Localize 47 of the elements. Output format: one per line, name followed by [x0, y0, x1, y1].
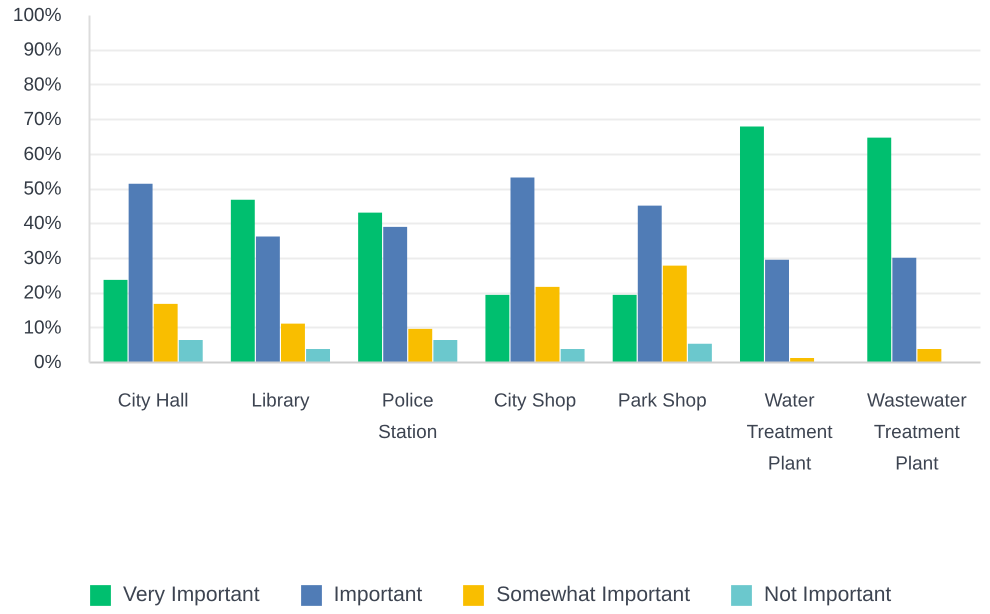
bar — [740, 126, 764, 362]
bar — [104, 280, 128, 362]
x-tick-label: Library — [251, 390, 310, 412]
x-tick-label: Wastewater Treatment Plant — [867, 390, 968, 474]
legend-label: Not Important — [764, 583, 892, 607]
bar — [433, 340, 458, 362]
x-tick-label: Water Treatment Plant — [746, 390, 834, 474]
bar — [256, 236, 280, 362]
x-tick-label: City Hall — [118, 390, 189, 412]
bar — [638, 206, 662, 362]
bar — [560, 348, 585, 362]
y-tick-label: 100% — [12, 5, 62, 26]
bar — [128, 184, 153, 362]
bar — [510, 178, 534, 362]
bar — [536, 286, 560, 362]
x-tick-label: City Shop — [494, 390, 576, 412]
legend-label: Important — [334, 583, 422, 607]
bar — [612, 294, 637, 362]
y-tick-label: 70% — [23, 109, 62, 130]
bar — [485, 294, 510, 362]
bar — [765, 260, 789, 362]
legend-label: Somewhat Important — [496, 583, 690, 607]
bar — [154, 304, 178, 362]
x-tick-label: Police Station — [378, 390, 438, 443]
legend-label: Very Important — [123, 583, 260, 607]
y-tick-label: 10% — [23, 317, 62, 338]
x-tick-label: Park Shop — [618, 390, 707, 412]
bar — [358, 212, 382, 362]
y-tick-label: 90% — [23, 40, 62, 61]
bar — [688, 344, 712, 362]
y-tick-label: 80% — [23, 74, 62, 96]
bar — [917, 348, 942, 362]
bar — [662, 266, 687, 362]
y-tick-label: 50% — [23, 178, 62, 200]
bar — [867, 138, 892, 362]
y-tick-label: 20% — [23, 282, 62, 304]
bar — [230, 200, 255, 362]
bar — [281, 324, 305, 362]
bar — [892, 258, 916, 362]
bar — [306, 348, 330, 362]
y-tick-label: 30% — [23, 248, 62, 269]
y-tick-label: 60% — [23, 144, 62, 165]
y-tick-label: 0% — [34, 352, 62, 373]
bar — [178, 340, 203, 362]
bar — [408, 328, 432, 362]
bar — [383, 226, 408, 362]
y-tick-label: 40% — [23, 213, 62, 234]
